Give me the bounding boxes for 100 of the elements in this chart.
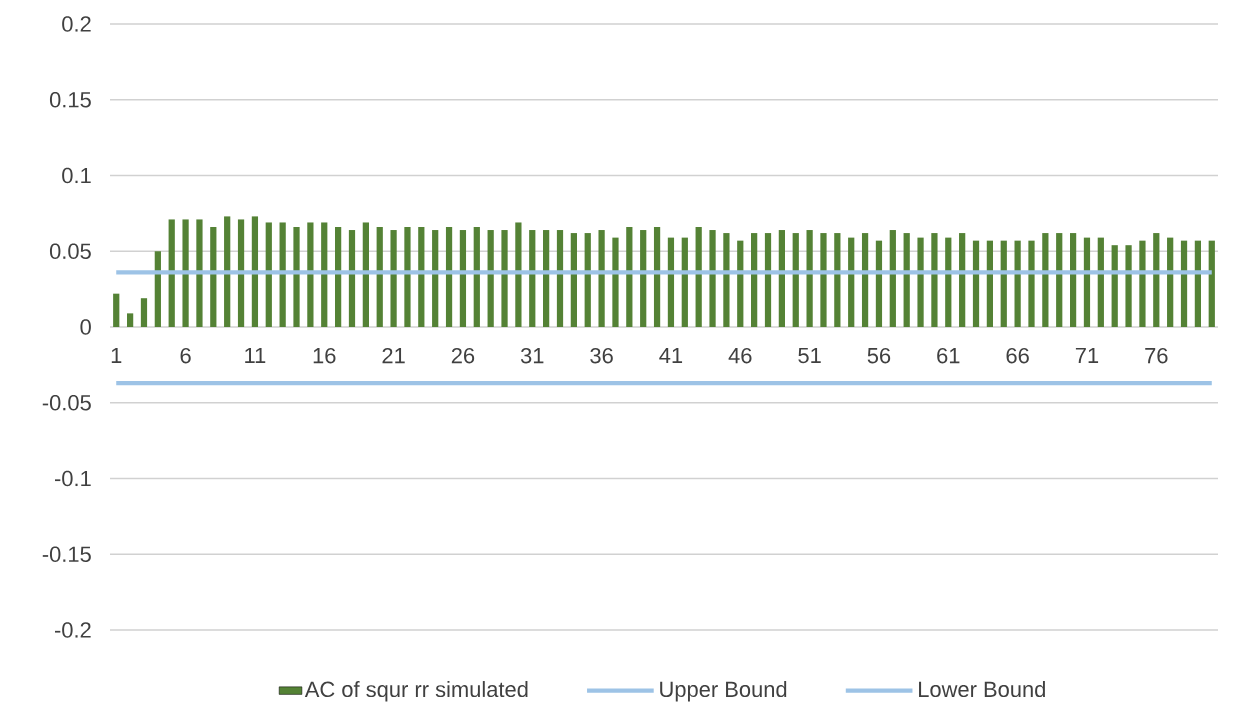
bar (959, 233, 966, 327)
bar (501, 230, 508, 327)
bar (210, 227, 217, 327)
bar (695, 227, 702, 327)
bar (279, 222, 286, 327)
bar (515, 222, 522, 327)
bar (432, 230, 439, 327)
x-tick-label: 31 (520, 347, 544, 364)
bar (584, 233, 591, 327)
x-tick-label: 36 (590, 347, 613, 364)
y-tick-label: -0.05 (42, 394, 91, 411)
bar (487, 230, 494, 327)
x-tick-label: 41 (659, 347, 683, 363)
bar (626, 227, 633, 327)
bar (806, 230, 813, 327)
bar (751, 233, 758, 327)
bar (182, 219, 189, 327)
bar (556, 230, 564, 327)
bar (154, 251, 161, 327)
y-tick-label: -0.2 (54, 622, 91, 638)
bar (1111, 245, 1118, 327)
y-tick-label: -0.15 (42, 546, 91, 562)
bar (335, 227, 342, 327)
bar (986, 240, 994, 327)
bar (778, 230, 785, 327)
bar (529, 230, 536, 327)
x-tick-label: 1 (111, 347, 122, 363)
bar (903, 233, 910, 327)
bar (224, 216, 231, 327)
bar (390, 230, 397, 327)
bar (640, 230, 647, 327)
bar (612, 237, 619, 327)
bar (889, 230, 896, 327)
bar (1083, 237, 1091, 327)
bar (321, 222, 328, 327)
bar (917, 237, 924, 327)
bar (445, 227, 453, 327)
bar (1139, 240, 1146, 327)
bar (598, 230, 605, 327)
bar (404, 227, 411, 327)
bar (473, 227, 480, 327)
legend-label: AC of squr rr simulated (304, 681, 528, 702)
x-tick-label: 6 (180, 347, 191, 364)
bar (861, 233, 869, 327)
y-tick-label: 0 (80, 319, 91, 335)
bar (1069, 233, 1077, 327)
x-tick-label: 51 (798, 347, 821, 364)
bar (1125, 245, 1132, 327)
bar (820, 233, 827, 327)
bar (126, 313, 134, 327)
bar (1208, 240, 1215, 327)
bar (709, 230, 716, 327)
bar (196, 219, 203, 327)
y-tick-label: 0.05 (49, 243, 91, 259)
bar (376, 227, 383, 327)
bar (1153, 233, 1160, 327)
legend-label: Lower Bound (919, 681, 1045, 698)
bar (723, 233, 730, 327)
x-tick-label: 21 (382, 347, 405, 364)
x-tick-label: 16 (313, 347, 336, 364)
x-tick-label: 71 (1075, 347, 1099, 363)
bar (834, 233, 841, 327)
bar (764, 233, 772, 327)
y-tick-label: 0.1 (62, 167, 91, 184)
bar (1000, 240, 1007, 327)
legend-label: Upper Bound (660, 681, 787, 702)
bar (972, 240, 980, 327)
y-tick-label: -0.1 (54, 470, 91, 487)
bar (570, 233, 577, 327)
bar (1042, 233, 1049, 327)
bar (931, 233, 938, 327)
x-tick-label: 66 (1006, 347, 1029, 364)
x-tick-label: 11 (245, 347, 266, 363)
bar (168, 219, 175, 327)
bar (543, 230, 550, 327)
bar (113, 293, 120, 327)
bar (1028, 240, 1035, 327)
bar (1097, 237, 1104, 327)
x-tick-label: 46 (728, 347, 752, 364)
bar (1056, 233, 1063, 327)
bar (362, 222, 369, 327)
x-tick-label: 61 (937, 347, 960, 364)
bar (265, 222, 272, 327)
bar (293, 227, 300, 327)
y-tick-label: 0.2 (62, 16, 91, 32)
bar (653, 227, 661, 327)
bar (140, 298, 148, 327)
bar (667, 237, 675, 327)
bar (1180, 240, 1188, 327)
bar (792, 233, 799, 327)
bar (348, 230, 356, 327)
bar (681, 237, 688, 327)
x-tick-label: 56 (867, 347, 891, 364)
bar (875, 240, 883, 327)
bar (848, 237, 855, 327)
bar (737, 240, 744, 327)
y-tick-label: 0.15 (49, 91, 91, 108)
x-tick-label: 76 (1145, 347, 1168, 364)
bar (1014, 240, 1021, 327)
bar (1194, 240, 1202, 327)
